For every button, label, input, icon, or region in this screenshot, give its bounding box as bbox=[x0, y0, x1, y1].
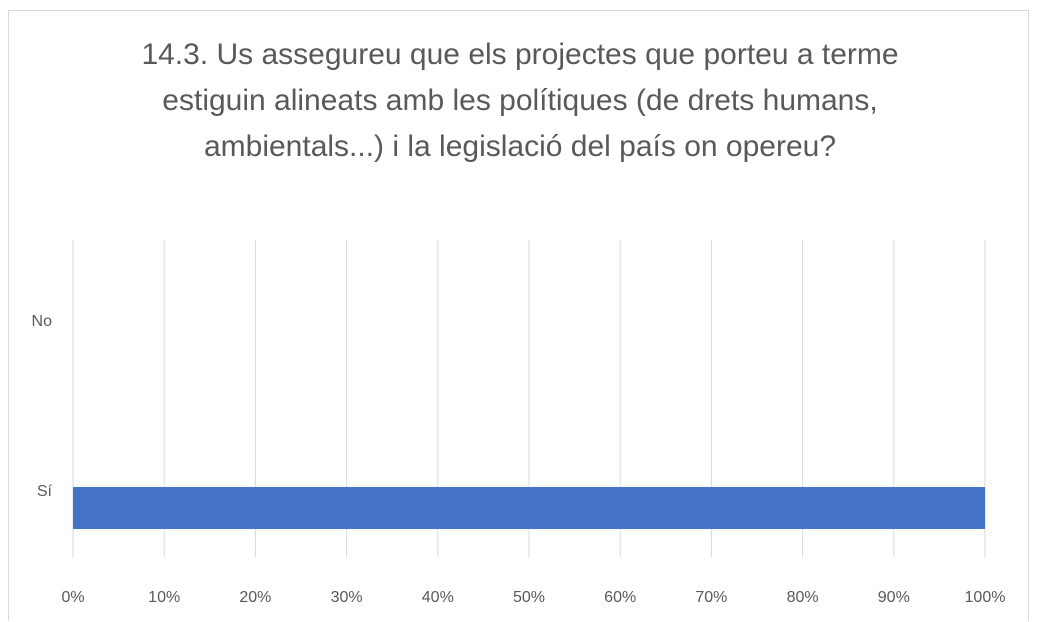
x-tick-label: 40% bbox=[422, 589, 454, 606]
chart-title: 14.3. Us assegureu que els projectes que… bbox=[141, 38, 899, 163]
y-tick-label: No bbox=[32, 313, 53, 330]
x-tick-label: 80% bbox=[787, 589, 819, 606]
x-tick-label: 30% bbox=[331, 589, 363, 606]
y-tick-label: Sí bbox=[37, 483, 53, 500]
x-tick-label: 50% bbox=[513, 589, 545, 606]
x-tick-label: 20% bbox=[239, 589, 271, 606]
x-tick-label: 90% bbox=[878, 589, 910, 606]
x-tick-label: 10% bbox=[148, 589, 180, 606]
bar bbox=[73, 487, 985, 529]
x-tick-label: 60% bbox=[604, 589, 636, 606]
x-tick-label: 100% bbox=[965, 589, 1006, 606]
x-tick-label: 70% bbox=[695, 589, 727, 606]
x-tick-label: 0% bbox=[61, 589, 84, 606]
chart-frame bbox=[8, 10, 1029, 621]
